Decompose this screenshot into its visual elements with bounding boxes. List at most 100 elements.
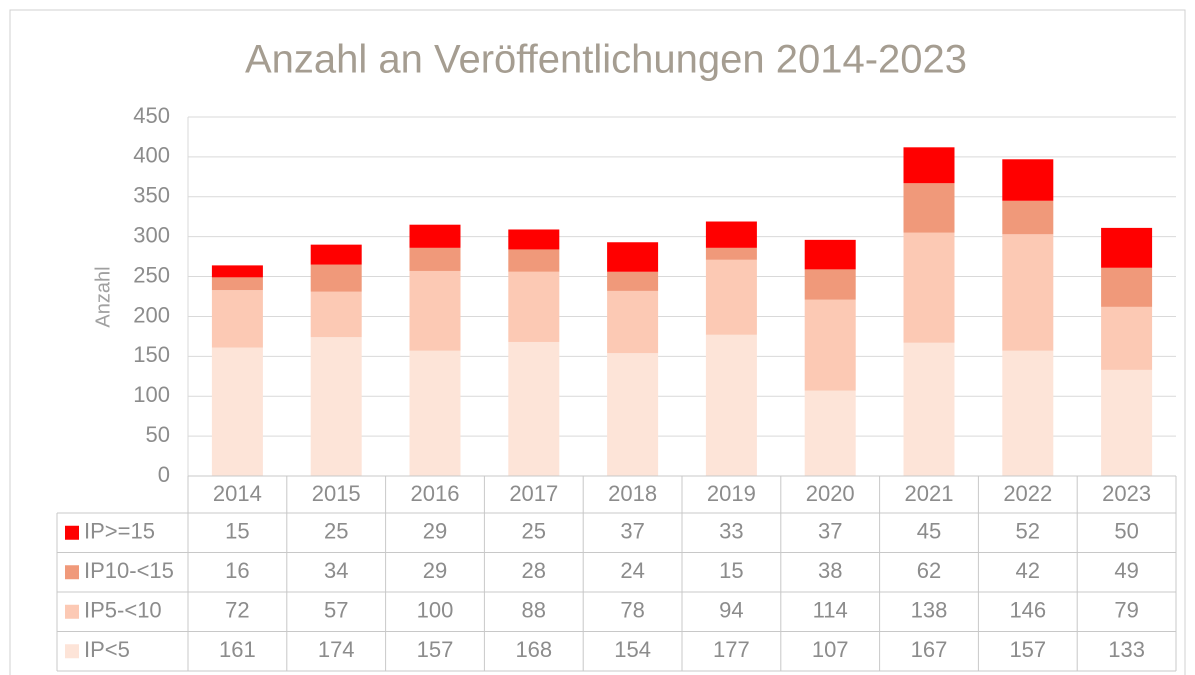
bar-segment bbox=[1101, 267, 1153, 307]
bar-segment bbox=[508, 271, 560, 342]
legend-label: IP5-<10 bbox=[84, 598, 162, 623]
chart-frame bbox=[9, 9, 1186, 675]
bar-segment bbox=[508, 249, 560, 272]
bar-segment bbox=[705, 221, 757, 248]
bar-segment bbox=[310, 244, 362, 265]
table-value: 37 bbox=[620, 519, 644, 544]
x-tick-label: 2019 bbox=[707, 481, 756, 506]
table-value: 114 bbox=[813, 598, 848, 623]
bar-segment bbox=[1002, 200, 1054, 235]
y-axis-label: Anzahl bbox=[92, 266, 114, 327]
bar-segment bbox=[607, 353, 659, 476]
bar-segment bbox=[409, 224, 461, 248]
table-value: 107 bbox=[812, 637, 849, 662]
bar-segment bbox=[508, 229, 560, 250]
x-tick-label: 2016 bbox=[411, 481, 460, 506]
table-value: 49 bbox=[1114, 558, 1138, 583]
table-value: 37 bbox=[818, 519, 842, 544]
y-tick-label: 400 bbox=[133, 143, 170, 168]
legend-swatch bbox=[65, 525, 79, 540]
bar-segment bbox=[508, 341, 560, 476]
table-value: 94 bbox=[719, 598, 743, 623]
table-value: 167 bbox=[911, 637, 948, 662]
bar-segment bbox=[903, 183, 955, 233]
bar-segment bbox=[903, 147, 955, 184]
legend-swatch bbox=[65, 604, 79, 619]
table-value: 29 bbox=[423, 558, 447, 583]
table-value: 79 bbox=[1114, 598, 1138, 623]
table-value: 25 bbox=[324, 519, 348, 544]
bar-segment bbox=[804, 269, 856, 300]
y-tick-label: 300 bbox=[133, 222, 170, 247]
bar-segment bbox=[310, 291, 362, 338]
table-value: 34 bbox=[324, 558, 348, 583]
table-value: 42 bbox=[1016, 558, 1040, 583]
x-tick-label: 2015 bbox=[312, 481, 361, 506]
table-value: 57 bbox=[324, 598, 348, 623]
legend-label: IP<5 bbox=[84, 637, 130, 662]
y-tick-label: 100 bbox=[133, 382, 170, 407]
table-value: 28 bbox=[522, 558, 546, 583]
chart-title: Anzahl an Veröffentlichungen 2014-2023 bbox=[245, 38, 967, 82]
bar-segment bbox=[211, 347, 263, 476]
y-tick-label: 200 bbox=[133, 302, 170, 327]
x-tick-label: 2020 bbox=[806, 481, 855, 506]
table-value: 154 bbox=[614, 637, 651, 662]
table-value: 72 bbox=[225, 598, 249, 623]
table-value: 157 bbox=[417, 637, 454, 662]
x-tick-label: 2023 bbox=[1102, 481, 1151, 506]
table-value: 177 bbox=[713, 637, 750, 662]
table-value: 146 bbox=[1009, 598, 1046, 623]
table-value: 174 bbox=[318, 637, 355, 662]
bar-segment bbox=[903, 342, 955, 476]
table-value: 157 bbox=[1009, 637, 1046, 662]
table-value: 33 bbox=[719, 519, 743, 544]
table-value: 100 bbox=[417, 598, 454, 623]
y-tick-label: 450 bbox=[133, 103, 170, 128]
bar-segment bbox=[409, 350, 461, 476]
bar-segment bbox=[1101, 306, 1153, 370]
bar-segment bbox=[705, 247, 757, 260]
bar-segment bbox=[1101, 369, 1153, 476]
table-value: 15 bbox=[719, 558, 743, 583]
table-value: 50 bbox=[1114, 519, 1138, 544]
bar-segment bbox=[310, 264, 362, 292]
bar-segment bbox=[1002, 234, 1054, 351]
x-tick-label: 2022 bbox=[1003, 481, 1052, 506]
bar-segment bbox=[409, 270, 461, 351]
table-value: 88 bbox=[522, 598, 546, 623]
bar-segment bbox=[211, 277, 263, 291]
y-tick-label: 150 bbox=[133, 342, 170, 367]
table-value: 29 bbox=[423, 519, 447, 544]
table-value: 25 bbox=[522, 519, 546, 544]
bar-segment bbox=[804, 299, 856, 391]
y-tick-label: 0 bbox=[158, 462, 170, 487]
y-tick-label: 250 bbox=[133, 262, 170, 287]
x-tick-label: 2018 bbox=[608, 481, 657, 506]
table-value: 138 bbox=[911, 598, 948, 623]
bar-segment bbox=[1101, 227, 1153, 268]
bar-segment bbox=[607, 290, 659, 354]
bar-segment bbox=[211, 290, 263, 348]
legend-label: IP>=15 bbox=[84, 519, 155, 544]
legend-swatch bbox=[65, 565, 79, 580]
bar-segment bbox=[705, 259, 757, 335]
table-value: 62 bbox=[917, 558, 941, 583]
y-tick-label: 50 bbox=[146, 422, 170, 447]
legend-label: IP10-<15 bbox=[84, 558, 174, 583]
legend-swatch bbox=[65, 644, 79, 659]
table-value: 78 bbox=[620, 598, 644, 623]
table-value: 15 bbox=[225, 519, 249, 544]
bar-segment bbox=[211, 265, 263, 278]
table-value: 24 bbox=[620, 558, 644, 583]
bar-segment bbox=[409, 247, 461, 271]
x-tick-label: 2017 bbox=[509, 481, 558, 506]
bar-segment bbox=[310, 337, 362, 476]
table-value: 16 bbox=[225, 558, 249, 583]
bar-segment bbox=[1002, 350, 1054, 476]
table-value: 133 bbox=[1108, 637, 1145, 662]
x-tick-label: 2014 bbox=[213, 481, 262, 506]
table-value: 161 bbox=[219, 637, 256, 662]
bar-segment bbox=[705, 334, 757, 476]
